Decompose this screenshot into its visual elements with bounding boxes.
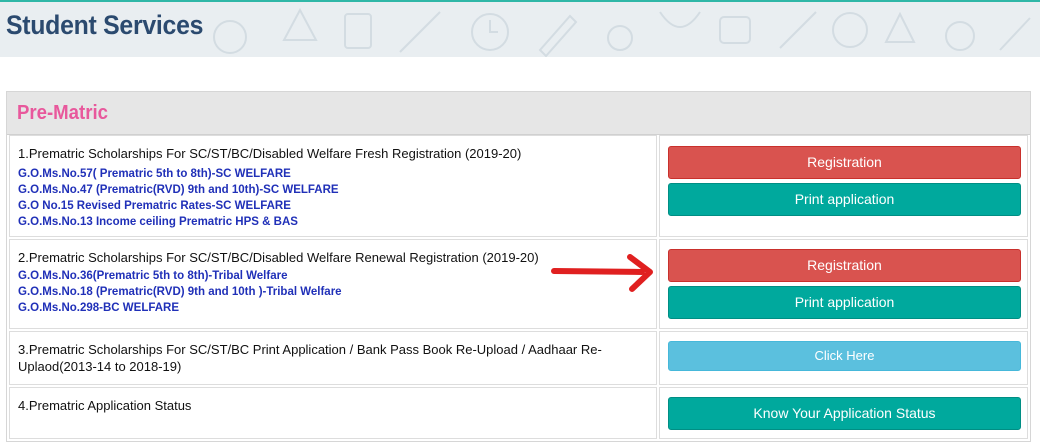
go-links: G.O.Ms.No.36(Prematric 5th to 8th)-Triba… bbox=[18, 268, 342, 316]
service-description-cell: 4.Prematric Application Status bbox=[9, 387, 657, 439]
panel-title: Pre-Matric bbox=[17, 102, 108, 124]
service-actions-cell: Registration Print application bbox=[659, 239, 1028, 329]
service-actions-cell: Click Here bbox=[659, 331, 1028, 385]
service-description-cell: 1.Prematric Scholarships For SC/ST/BC/Di… bbox=[9, 135, 657, 237]
go-link[interactable]: G.O.Ms.No.13 Income ceiling Prematric HP… bbox=[18, 216, 298, 228]
service-title: 4.Prematric Application Status bbox=[18, 398, 192, 413]
service-description-cell: 3.Prematric Scholarships For SC/ST/BC Pr… bbox=[9, 331, 657, 385]
go-link[interactable]: G.O.Ms.No.47 (Prematric(RVD) 9th and 10t… bbox=[18, 184, 339, 196]
pre-matric-panel: Pre-Matric 1.Prematric Scholarships For … bbox=[6, 91, 1031, 442]
service-row: 4.Prematric Application Status Know Your… bbox=[9, 387, 1028, 439]
know-application-status-button[interactable]: Know Your Application Status bbox=[668, 397, 1021, 430]
red-arrow-icon bbox=[551, 254, 653, 292]
panel-header: Pre-Matric bbox=[7, 92, 1030, 135]
service-title: 3.Prematric Scholarships For SC/ST/BC Pr… bbox=[18, 342, 602, 374]
registration-button[interactable]: Registration bbox=[668, 249, 1021, 282]
service-row: 1.Prematric Scholarships For SC/ST/BC/Di… bbox=[9, 135, 1028, 237]
registration-button[interactable]: Registration bbox=[668, 146, 1021, 179]
print-application-button[interactable]: Print application bbox=[668, 286, 1021, 319]
go-link[interactable]: G.O No.15 Revised Prematric Rates-SC WEL… bbox=[18, 200, 291, 212]
go-link[interactable]: G.O.Ms.No.18 (Prematric(RVD) 9th and 10t… bbox=[18, 286, 342, 298]
service-actions-cell: Registration Print application bbox=[659, 135, 1028, 237]
page-title: Student Services bbox=[6, 10, 204, 40]
go-links: G.O.Ms.No.57( Prematric 5th to 8th)-SC W… bbox=[18, 166, 339, 230]
page-header: Student Services bbox=[0, 0, 1040, 57]
go-link[interactable]: G.O.Ms.No.298-BC WELFARE bbox=[18, 302, 180, 314]
service-title: 1.Prematric Scholarships For SC/ST/BC/Di… bbox=[18, 146, 522, 161]
go-link[interactable]: G.O.Ms.No.57( Prematric 5th to 8th)-SC W… bbox=[18, 168, 291, 180]
click-here-button[interactable]: Click Here bbox=[668, 341, 1021, 371]
service-row: 2.Prematric Scholarships For SC/ST/BC/Di… bbox=[9, 239, 1028, 329]
service-description-cell: 2.Prematric Scholarships For SC/ST/BC/Di… bbox=[9, 239, 657, 329]
print-application-button[interactable]: Print application bbox=[668, 183, 1021, 216]
go-link[interactable]: G.O.Ms.No.36(Prematric 5th to 8th)-Triba… bbox=[18, 270, 288, 282]
service-row: 3.Prematric Scholarships For SC/ST/BC Pr… bbox=[9, 331, 1028, 385]
service-actions-cell: Know Your Application Status bbox=[659, 387, 1028, 439]
header-doodle-pattern bbox=[213, 7, 1031, 57]
service-title: 2.Prematric Scholarships For SC/ST/BC/Di… bbox=[18, 250, 539, 265]
